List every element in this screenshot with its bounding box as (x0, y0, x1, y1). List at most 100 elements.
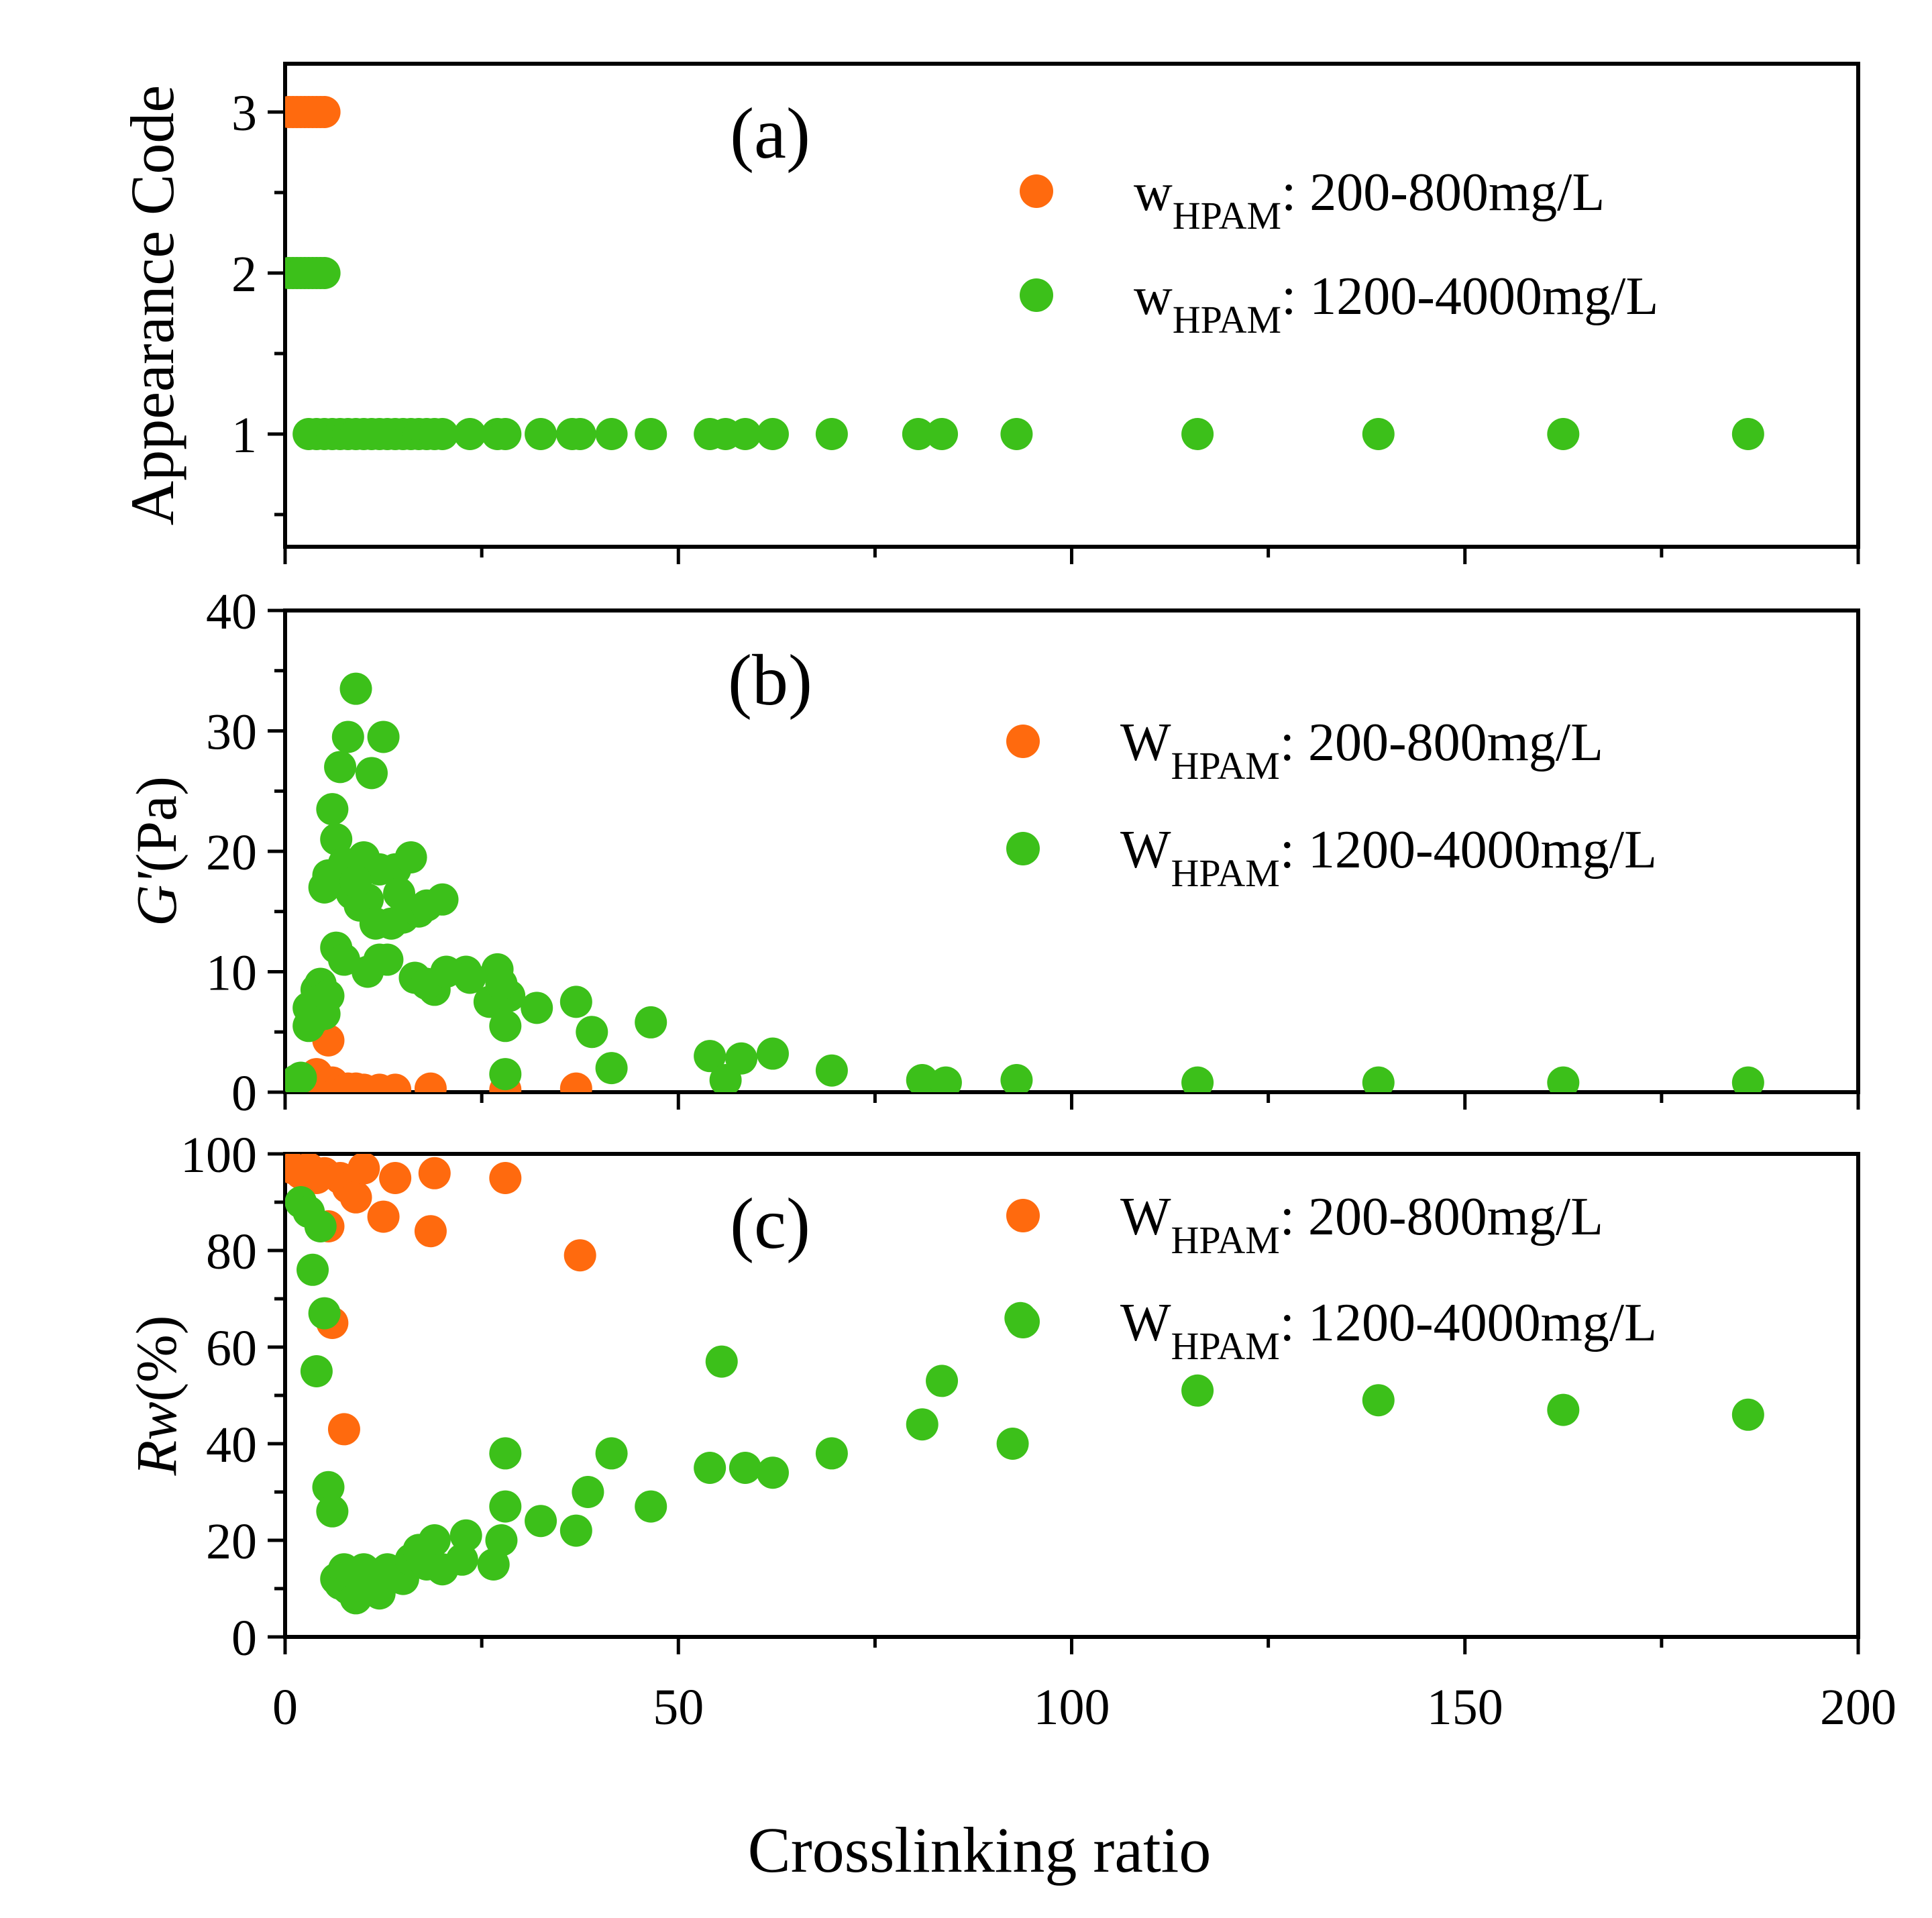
green-data-point (705, 1345, 738, 1378)
green-data-point (300, 1355, 333, 1387)
orange-data-point (347, 1154, 380, 1185)
legend-label: wHPAM: 200-800mg/L (1134, 163, 1605, 237)
green-data-point (1000, 1064, 1033, 1092)
data-points (285, 1154, 1764, 1615)
y-tick-label: 60 (206, 1320, 257, 1377)
green-data-point (449, 1519, 482, 1552)
green-data-point (1547, 418, 1580, 450)
green-data-point (694, 1040, 727, 1073)
green-data-point (902, 418, 934, 450)
y-tick-label: 100 (180, 1127, 257, 1183)
green-data-point (394, 841, 427, 873)
y-tick-label: 30 (206, 704, 257, 761)
x-tick-label: 150 (1427, 1679, 1503, 1736)
green-data-point (324, 751, 357, 784)
green-data-point (485, 1524, 518, 1556)
green-data-point (926, 418, 959, 450)
green-data-point (453, 418, 486, 450)
panel-a: 1 2 3 Appearance Code (a) wHPAM: 200-800mg/L w… (118, 62, 1860, 564)
data-points (285, 96, 1764, 450)
green-data-point (355, 757, 388, 790)
green-data-point (525, 418, 557, 450)
green-data-point (729, 1452, 761, 1484)
green-data-point (339, 865, 372, 898)
legend-marker-orange (1020, 174, 1053, 208)
green-data-point (756, 418, 789, 450)
panel-label: (c) (730, 1184, 810, 1264)
green-data-point (312, 979, 345, 1012)
green-data-point (1362, 1384, 1395, 1417)
green-data-point (635, 418, 667, 450)
green-data-point (297, 1253, 329, 1286)
green-data-point (595, 1437, 628, 1470)
x-tick-label: 50 (653, 1679, 704, 1736)
panel-label: (b) (728, 641, 812, 721)
green-data-point (559, 1514, 592, 1547)
orange-data-point (418, 1157, 451, 1189)
green-data-point (815, 1437, 848, 1470)
y-axis-title: Appearance Code (118, 85, 186, 525)
legend-label: wHPAM: 1200-4000mg/L (1134, 267, 1658, 341)
green-data-point (729, 418, 761, 450)
green-data-point (453, 961, 486, 994)
panel-label: (a) (730, 94, 810, 174)
green-data-point (316, 1495, 349, 1528)
green-data-point (485, 967, 518, 1000)
green-data-point (929, 1066, 962, 1092)
orange-data-point (414, 1072, 447, 1092)
green-data-point (525, 1505, 557, 1538)
x-tick-label: 100 (1034, 1679, 1110, 1736)
green-data-point (316, 793, 349, 826)
green-data-point (339, 672, 372, 705)
plot-frame (283, 1152, 1860, 1639)
y-tick-label: 1 (231, 407, 257, 464)
orange-data-point (379, 1073, 412, 1092)
legend-marker-green (1006, 1305, 1040, 1338)
green-data-point (595, 418, 628, 450)
green-data-point (906, 1408, 938, 1441)
green-data-point (383, 877, 416, 910)
green-data-point (521, 992, 553, 1024)
green-data-point (489, 1058, 522, 1091)
green-data-point (426, 418, 459, 450)
orange-data-point (367, 1200, 400, 1233)
x-tick-label: 0 (272, 1679, 298, 1736)
x-axis-title: Crosslinking ratio (748, 1814, 1212, 1886)
y-tick-label: 10 (206, 945, 257, 1002)
orange-data-point (339, 1181, 372, 1214)
panel-b: 0 10 20 30 40 G'(Pa) (b) WHPAM: 200-800mg/L WHPA… (124, 584, 1860, 1122)
legend-marker-green (1020, 278, 1053, 312)
green-data-point (375, 907, 408, 940)
y-axis-title: Rw(%) (124, 1316, 189, 1477)
green-data-point (572, 1476, 604, 1508)
y-tick-label: 40 (206, 584, 257, 640)
legend-label: WHPAM: 1200-4000mg/L (1120, 1293, 1657, 1368)
green-data-point (996, 1428, 1029, 1460)
green-data-point (595, 1052, 628, 1085)
green-data-point (1731, 1398, 1764, 1431)
green-data-point (564, 418, 596, 450)
green-data-point (559, 985, 592, 1018)
chart-panels: 1 2 3 Appearance Code (a) wHPAM: 200-800mg/L w… (118, 62, 1896, 1736)
green-data-point (1362, 418, 1395, 450)
y-axis-title: G'(Pa) (124, 776, 189, 926)
green-data-point (1181, 1374, 1214, 1407)
green-data-point (367, 721, 400, 753)
green-data-point (725, 1042, 758, 1075)
panel-c: 0 20 40 60 80 100 Rw(%) (c) WHPAM: 200-800mg/L WH… (124, 1127, 1860, 1666)
y-tick-label: 80 (206, 1224, 257, 1280)
green-data-point (489, 1490, 522, 1523)
green-data-point (756, 1456, 789, 1489)
green-data-point (304, 1210, 337, 1242)
orange-data-point (489, 1162, 522, 1194)
y-tick-label: 20 (206, 824, 257, 881)
y-tick-label: 2 (231, 246, 257, 303)
legend-label: WHPAM: 1200-4000mg/L (1120, 820, 1657, 895)
green-data-point (489, 1437, 522, 1470)
green-data-point (1362, 1066, 1395, 1092)
green-data-point (1547, 1066, 1580, 1092)
green-data-point (477, 1548, 510, 1581)
orange-data-point (379, 1162, 412, 1194)
y-tick-label: 0 (231, 1610, 257, 1666)
